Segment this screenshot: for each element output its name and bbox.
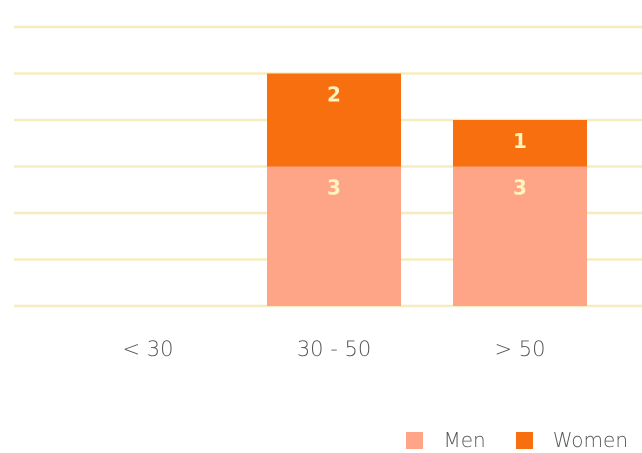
legend-swatch-women — [515, 431, 533, 449]
data-label-men-1: 3 — [327, 176, 341, 200]
data-label-women-1: 2 — [327, 83, 341, 107]
data-label-men-2: 3 — [513, 176, 527, 200]
legend-item-men: Men — [406, 428, 486, 452]
category-label-1: 30 - 50 — [297, 337, 371, 361]
bar-women-1 — [267, 73, 401, 167]
bar-men-1 — [267, 166, 401, 306]
data-label-women-2: 1 — [513, 129, 527, 153]
bar-women-2 — [453, 120, 587, 167]
bar-men-2 — [453, 166, 587, 306]
legend-label-men: Men — [443, 428, 486, 452]
chart-legend: Men Women — [376, 428, 628, 452]
category-label-0: < 30 — [123, 337, 174, 361]
legend-swatch-men — [406, 431, 424, 449]
category-label-2: > 50 — [495, 337, 546, 361]
legend-item-women: Women — [515, 428, 628, 452]
legend-label-women: Women — [552, 428, 628, 452]
